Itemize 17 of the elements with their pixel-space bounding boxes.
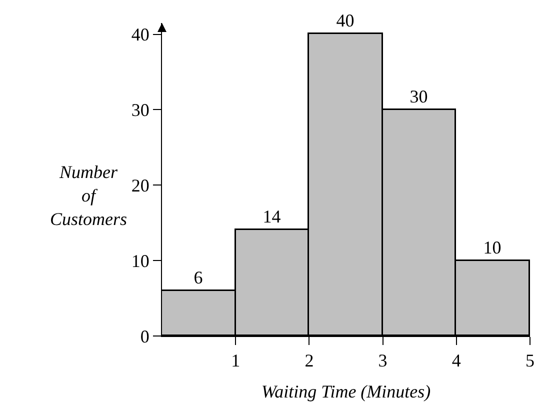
data-label: 14 — [262, 206, 281, 226]
x-tick-label: 2 — [304, 350, 314, 371]
data-label: 30 — [410, 86, 428, 106]
y-tick-label: 10 — [131, 250, 150, 271]
y-tick-label: 30 — [131, 100, 150, 120]
x-tick-label: 1 — [231, 350, 240, 371]
y-tick-label: 20 — [131, 175, 150, 196]
y-tick-label: 40 — [131, 24, 150, 45]
y-tick-label: 0 — [140, 326, 150, 346]
data-label: 6 — [194, 267, 203, 288]
x-axis-title: Waiting Time (Minutes) — [261, 382, 431, 402]
x-tick-label: 3 — [378, 350, 388, 371]
y-axis-title: Number of Customers — [50, 162, 128, 229]
x-tick-label: 4 — [452, 350, 461, 371]
data-label: 40 — [336, 10, 354, 30]
x-tick-label: 5 — [526, 350, 534, 371]
data-label: 10 — [483, 237, 502, 258]
